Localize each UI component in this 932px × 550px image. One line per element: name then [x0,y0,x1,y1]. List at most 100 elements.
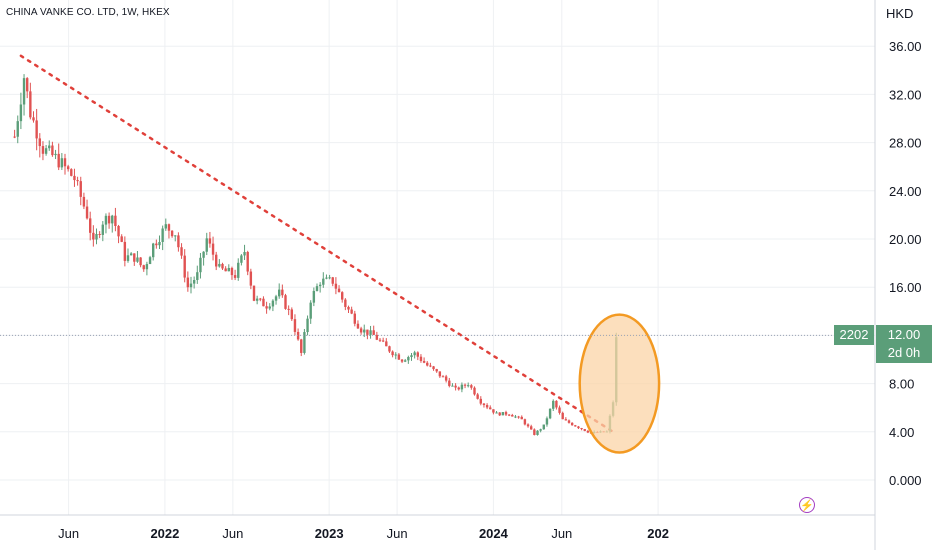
candle-body [85,206,89,219]
candle-body [482,403,486,406]
candle-body [152,243,155,258]
bar-countdown: 2d 0h [887,345,921,360]
y-tick-label: 4.00 [889,425,914,440]
candle-body [539,429,542,431]
candle-body [265,306,268,309]
current-price-badge: 12.00 2d 0h [876,325,932,363]
candle-body [54,153,57,156]
y-tick-label: 20.00 [889,232,922,247]
candle-body [240,255,243,263]
candle-body [66,166,70,170]
candle-body [570,422,574,426]
candle-body [517,416,520,418]
candle-body [208,238,212,244]
candle-body [363,329,366,333]
candle-body [564,419,568,421]
candle-body [199,257,202,273]
candle-body [448,380,451,386]
currency-label[interactable]: HKD [886,6,914,21]
candle-body [126,255,130,261]
candle-body [227,267,230,272]
candle-body [252,285,256,301]
x-axis-labels[interactable]: Jun 2022 Jun 2023 Jun 2024 Jun 202 [58,526,669,541]
candle-body [19,104,23,122]
candle-body [139,257,142,266]
highlight-ellipse [578,313,661,454]
candle-body [337,288,341,293]
x-tick-label: 2022 [150,526,179,541]
highlight-ellipse [578,313,661,454]
lightning-icon[interactable]: ⚡ [799,497,815,513]
candle-body [205,238,208,252]
candle-body [577,426,580,429]
candle-body [189,283,193,288]
candle-body [123,241,127,261]
candle-body [530,426,533,430]
candle-body [331,277,334,284]
candle-body [567,420,571,423]
candle-body [22,78,26,105]
candle-body [400,359,404,362]
candle-body [520,416,523,420]
candle-body [186,277,190,288]
candle-body [328,277,331,279]
x-tick-label: Jun [58,526,79,541]
candle-body [70,169,73,176]
candle-body [429,365,432,367]
candle-body [542,424,545,430]
y-axis-labels[interactable]: 36.00 32.00 28.00 24.00 20.00 16.00 12.00 8.00 4… [889,39,922,488]
candle-body [237,262,240,278]
candle-body [230,267,234,276]
candle-body [583,429,586,431]
candle-body [296,331,300,340]
candle-body [555,400,558,408]
candle-body [463,384,467,386]
x-tick-label: Jun [222,526,243,541]
candle-body [155,243,158,246]
x-tick-label: Jun [551,526,572,541]
candle-body [303,332,306,353]
y-tick-label: 24.00 [889,184,922,199]
candle-body [492,409,495,413]
candle-body [13,136,16,138]
candle-body [375,334,379,340]
candle-body [391,351,394,356]
candle-body [312,290,316,303]
candle-body [366,329,369,335]
candle-body [359,328,363,333]
candle-body [63,158,67,167]
candle-body [504,412,508,415]
candle-body [148,257,152,265]
candle-body [407,357,410,361]
candle-body [381,340,385,342]
candle-body [51,145,54,156]
candle-body [404,360,407,362]
candle-body [422,360,426,363]
candle-body [309,302,312,319]
trendline-dotted [19,54,615,434]
candle-body [82,196,86,207]
axes [0,0,876,550]
candle-body [388,346,391,352]
candle-body [92,232,95,240]
candle-body [111,215,114,224]
candle-body [397,354,401,360]
candle-body [485,405,489,408]
candle-body [114,215,117,227]
candle-body [48,145,51,149]
candle-body [255,298,259,301]
candle-body [259,298,262,300]
candle-body [378,339,382,341]
candle-body [410,355,413,358]
candle-body [164,224,167,229]
y-tick-label: 32.00 [889,87,922,102]
x-tick-label: 202 [647,526,669,541]
trendline [19,54,615,434]
candle-body [129,253,133,256]
candle-body [95,233,98,240]
candle-body [580,428,583,430]
candle-body [215,254,218,267]
y-tick-label: 36.00 [889,39,922,54]
candle-body [489,407,492,410]
